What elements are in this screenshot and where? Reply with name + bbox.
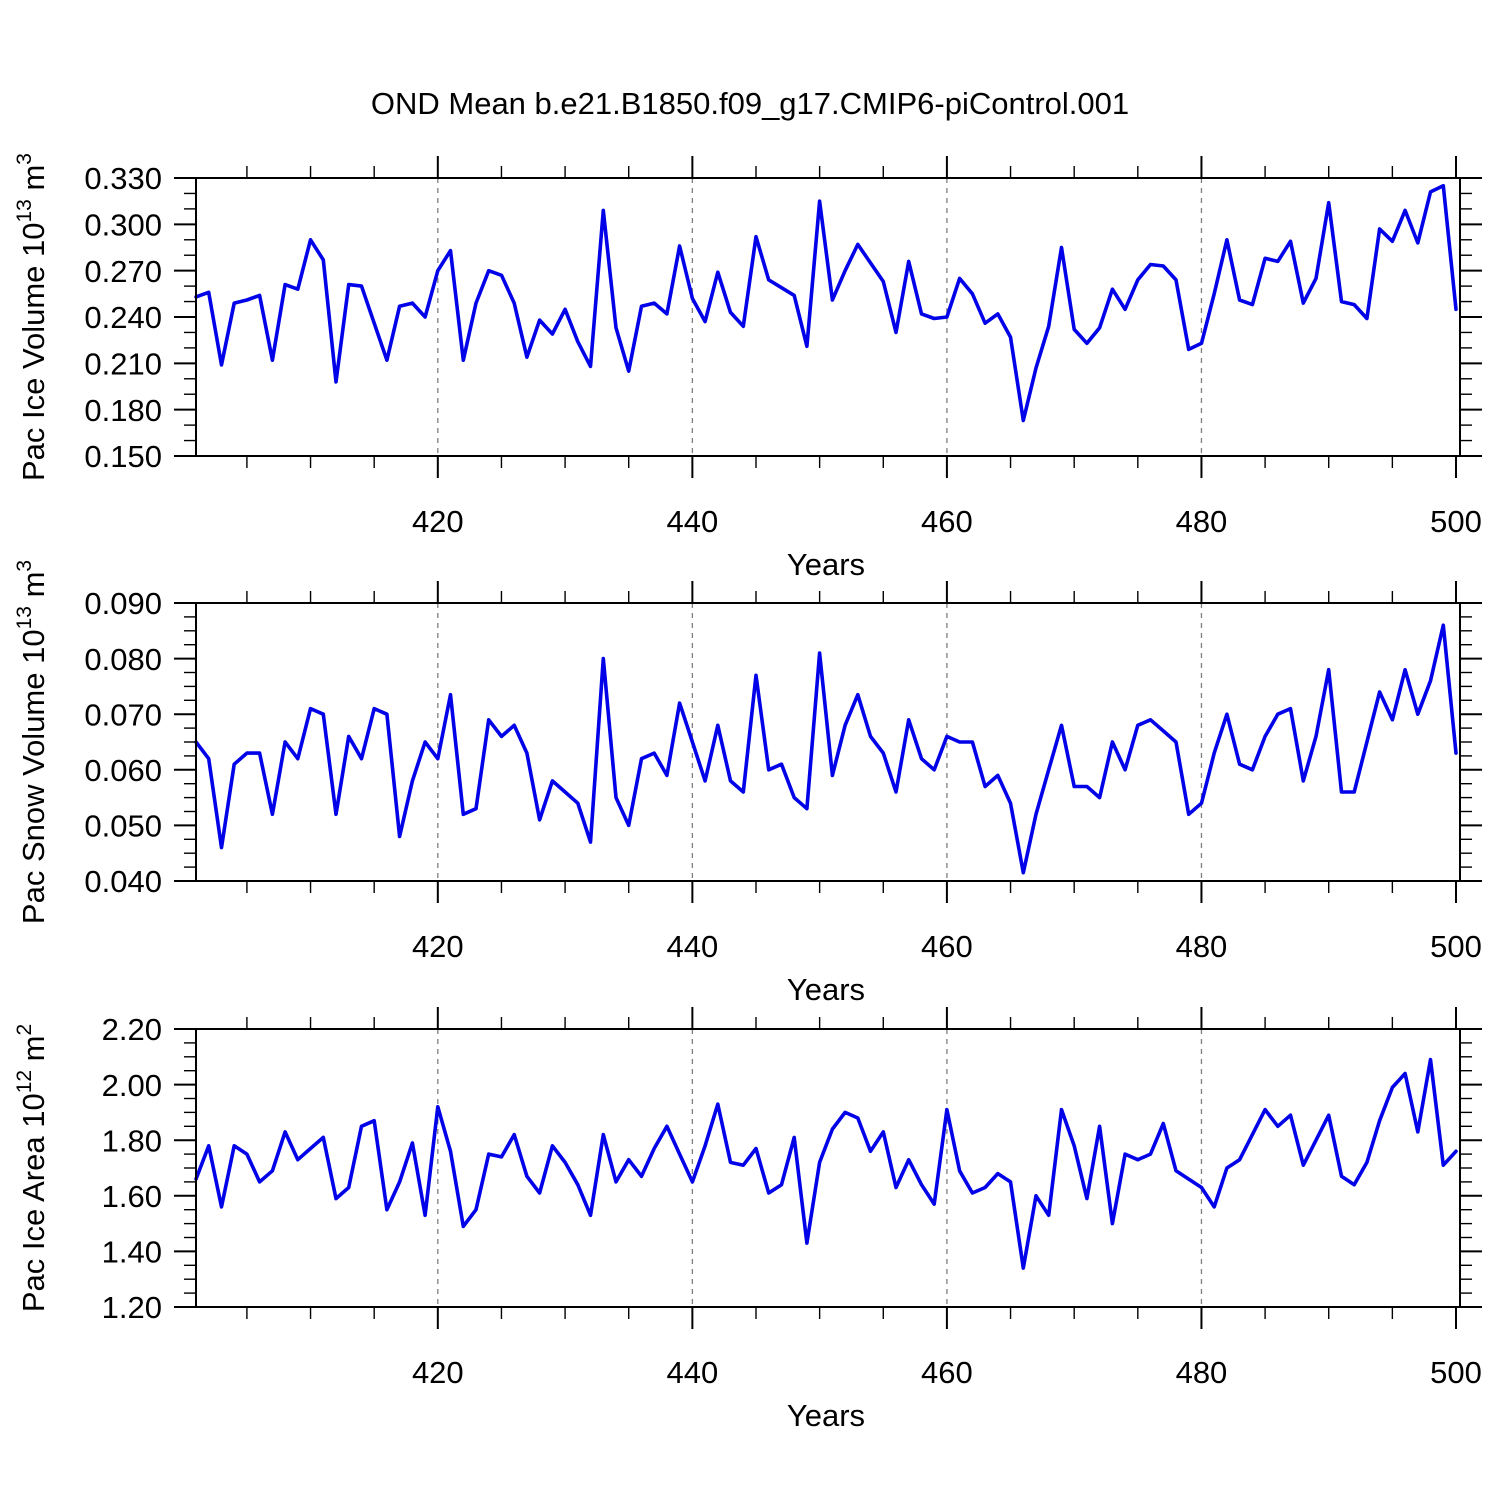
x-tick-label: 460 bbox=[921, 1355, 973, 1390]
plot-frame bbox=[195, 177, 1461, 457]
x-tick-label: 500 bbox=[1430, 504, 1482, 539]
plot-frame bbox=[195, 1028, 1461, 1308]
y-tick-label: 2.00 bbox=[102, 1068, 162, 1103]
y-tick-label: 0.330 bbox=[84, 161, 162, 196]
data-line-pac-ice-area bbox=[194, 1057, 1458, 1270]
y-tick-label: 0.090 bbox=[84, 586, 162, 621]
x-tick-label: 440 bbox=[666, 1355, 718, 1390]
chart-canvas-ice-area: 420 440 460 480 500 2.20 2.00 1.80 1.60 1.40 1.20 Y… bbox=[102, 1007, 1482, 1433]
x-tick-label: 460 bbox=[921, 504, 973, 539]
x-tick-label: 420 bbox=[412, 504, 464, 539]
chart-pac-ice-volume: 420 440 460 480 500 0.330 0.300 0.270 0.240 0.210… bbox=[0, 140, 1500, 610]
y-axis-label-exponent: 3 bbox=[12, 153, 36, 165]
y-axis-label-exponent: 13 bbox=[12, 606, 36, 630]
x-tick-label: 500 bbox=[1430, 1355, 1482, 1390]
y-axis-label-ice-volume: Pac Ice Volume 1013 m3 bbox=[12, 153, 52, 481]
data-line-pac-ice-volume bbox=[194, 183, 1458, 423]
x-tick-label: 500 bbox=[1430, 929, 1482, 964]
chart-canvas-ice-volume: 420 440 460 480 500 0.330 0.300 0.270 0.240 0.210… bbox=[84, 156, 1482, 582]
y-tick-label: 0.180 bbox=[84, 393, 162, 428]
y-tick-label: 0.240 bbox=[84, 300, 162, 335]
y-tick-label: 2.20 bbox=[102, 1012, 162, 1047]
y-axis-label-text: Pac Snow Volume 10 bbox=[16, 629, 51, 925]
y-tick-label: 1.20 bbox=[102, 1290, 162, 1325]
x-axis-title: Years bbox=[787, 547, 865, 582]
y-tick-label: 0.300 bbox=[84, 207, 162, 242]
x-tick-label: 480 bbox=[1176, 504, 1228, 539]
y-axis-label-text: m bbox=[16, 571, 51, 607]
x-tick-label: 480 bbox=[1176, 929, 1228, 964]
y-axis-label-ice-area: Pac Ice Area 1012 m2 bbox=[12, 1023, 52, 1313]
y-tick-label: 0.150 bbox=[84, 439, 162, 474]
y-axis-label-exponent: 12 bbox=[12, 1069, 36, 1094]
y-axis-label-text: Pac Ice Area 10 bbox=[16, 1093, 51, 1313]
y-tick-label: 0.050 bbox=[84, 809, 162, 844]
x-axis-title: Years bbox=[787, 1398, 865, 1433]
y-tick-label: 1.80 bbox=[102, 1123, 162, 1158]
figure-title: OND Mean b.e21.B1850.f09_g17.CMIP6-piCon… bbox=[370, 86, 1130, 121]
chart-pac-snow-volume: 420 440 460 480 500 0.090 0.080 0.070 0.060 0.050… bbox=[0, 565, 1500, 1035]
y-axis-label-snow-volume: Pac Snow Volume 1013 m3 bbox=[12, 559, 52, 925]
x-tick-label: 420 bbox=[412, 1355, 464, 1390]
y-axis-label-text: m bbox=[16, 1035, 51, 1070]
y-axis-label-exponent: 2 bbox=[12, 1023, 36, 1036]
x-tick-label: 440 bbox=[666, 929, 718, 964]
y-tick-label: 0.080 bbox=[84, 642, 162, 677]
y-axis-label-exponent: 3 bbox=[12, 559, 36, 572]
y-tick-label: 0.060 bbox=[84, 753, 162, 788]
y-tick-label: 1.40 bbox=[102, 1235, 162, 1270]
x-tick-label: 460 bbox=[921, 929, 973, 964]
x-axis-title: Years bbox=[787, 972, 865, 1007]
chart-canvas-snow-volume: 420 440 460 480 500 0.090 0.080 0.070 0.060 0.050… bbox=[84, 581, 1482, 1007]
y-axis-label-text: m bbox=[16, 164, 51, 200]
y-axis-label-text: Pac Ice Volume 10 bbox=[16, 222, 51, 481]
x-tick-label: 440 bbox=[666, 504, 718, 539]
y-tick-label: 1.60 bbox=[102, 1179, 162, 1214]
x-tick-label: 420 bbox=[412, 929, 464, 964]
y-tick-label: 0.270 bbox=[84, 254, 162, 289]
y-tick-label: 0.070 bbox=[84, 697, 162, 732]
chart-pac-ice-area: 420 440 460 480 500 2.20 2.00 1.80 1.60 1.40 1.20 Y… bbox=[0, 991, 1500, 1461]
x-tick-label: 480 bbox=[1176, 1355, 1228, 1390]
y-tick-label: 0.040 bbox=[84, 864, 162, 899]
data-line-pac-snow-volume bbox=[194, 623, 1458, 875]
y-tick-label: 0.210 bbox=[84, 346, 162, 381]
y-axis-label-exponent: 13 bbox=[12, 199, 36, 223]
